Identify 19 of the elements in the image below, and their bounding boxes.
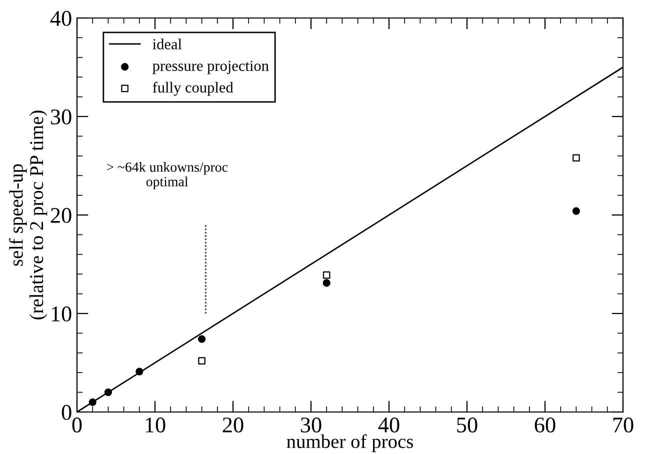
x-tick-label: 0 xyxy=(72,418,82,432)
x-tick-label: 50 xyxy=(457,418,478,432)
x-axis-title: number of procs xyxy=(286,434,414,452)
x-tick-label: 30 xyxy=(300,418,322,432)
x-tick-label: 60 xyxy=(534,418,556,432)
legend-label: ideal xyxy=(152,38,182,50)
x-tick-label: 40 xyxy=(378,418,400,432)
y-axis-title: self speed-up (relative to 2 proc PP time) xyxy=(8,110,48,320)
x-tick-label: 20 xyxy=(222,418,244,432)
x-tick-label: 70 xyxy=(613,418,634,432)
y-tick-label: 0 xyxy=(62,404,72,420)
y-tick-label: 40 xyxy=(50,10,72,26)
legend-label: pressure projection xyxy=(152,60,269,74)
x-tick-label: 10 xyxy=(146,418,166,432)
y-tick-label: 20 xyxy=(50,208,72,223)
y-tick-label: 10 xyxy=(52,306,72,322)
y-tick-label: 30 xyxy=(50,109,72,124)
legend-label: fully coupled xyxy=(152,82,234,96)
annotation: > ~64k unkowns/proc optimal xyxy=(106,162,228,190)
